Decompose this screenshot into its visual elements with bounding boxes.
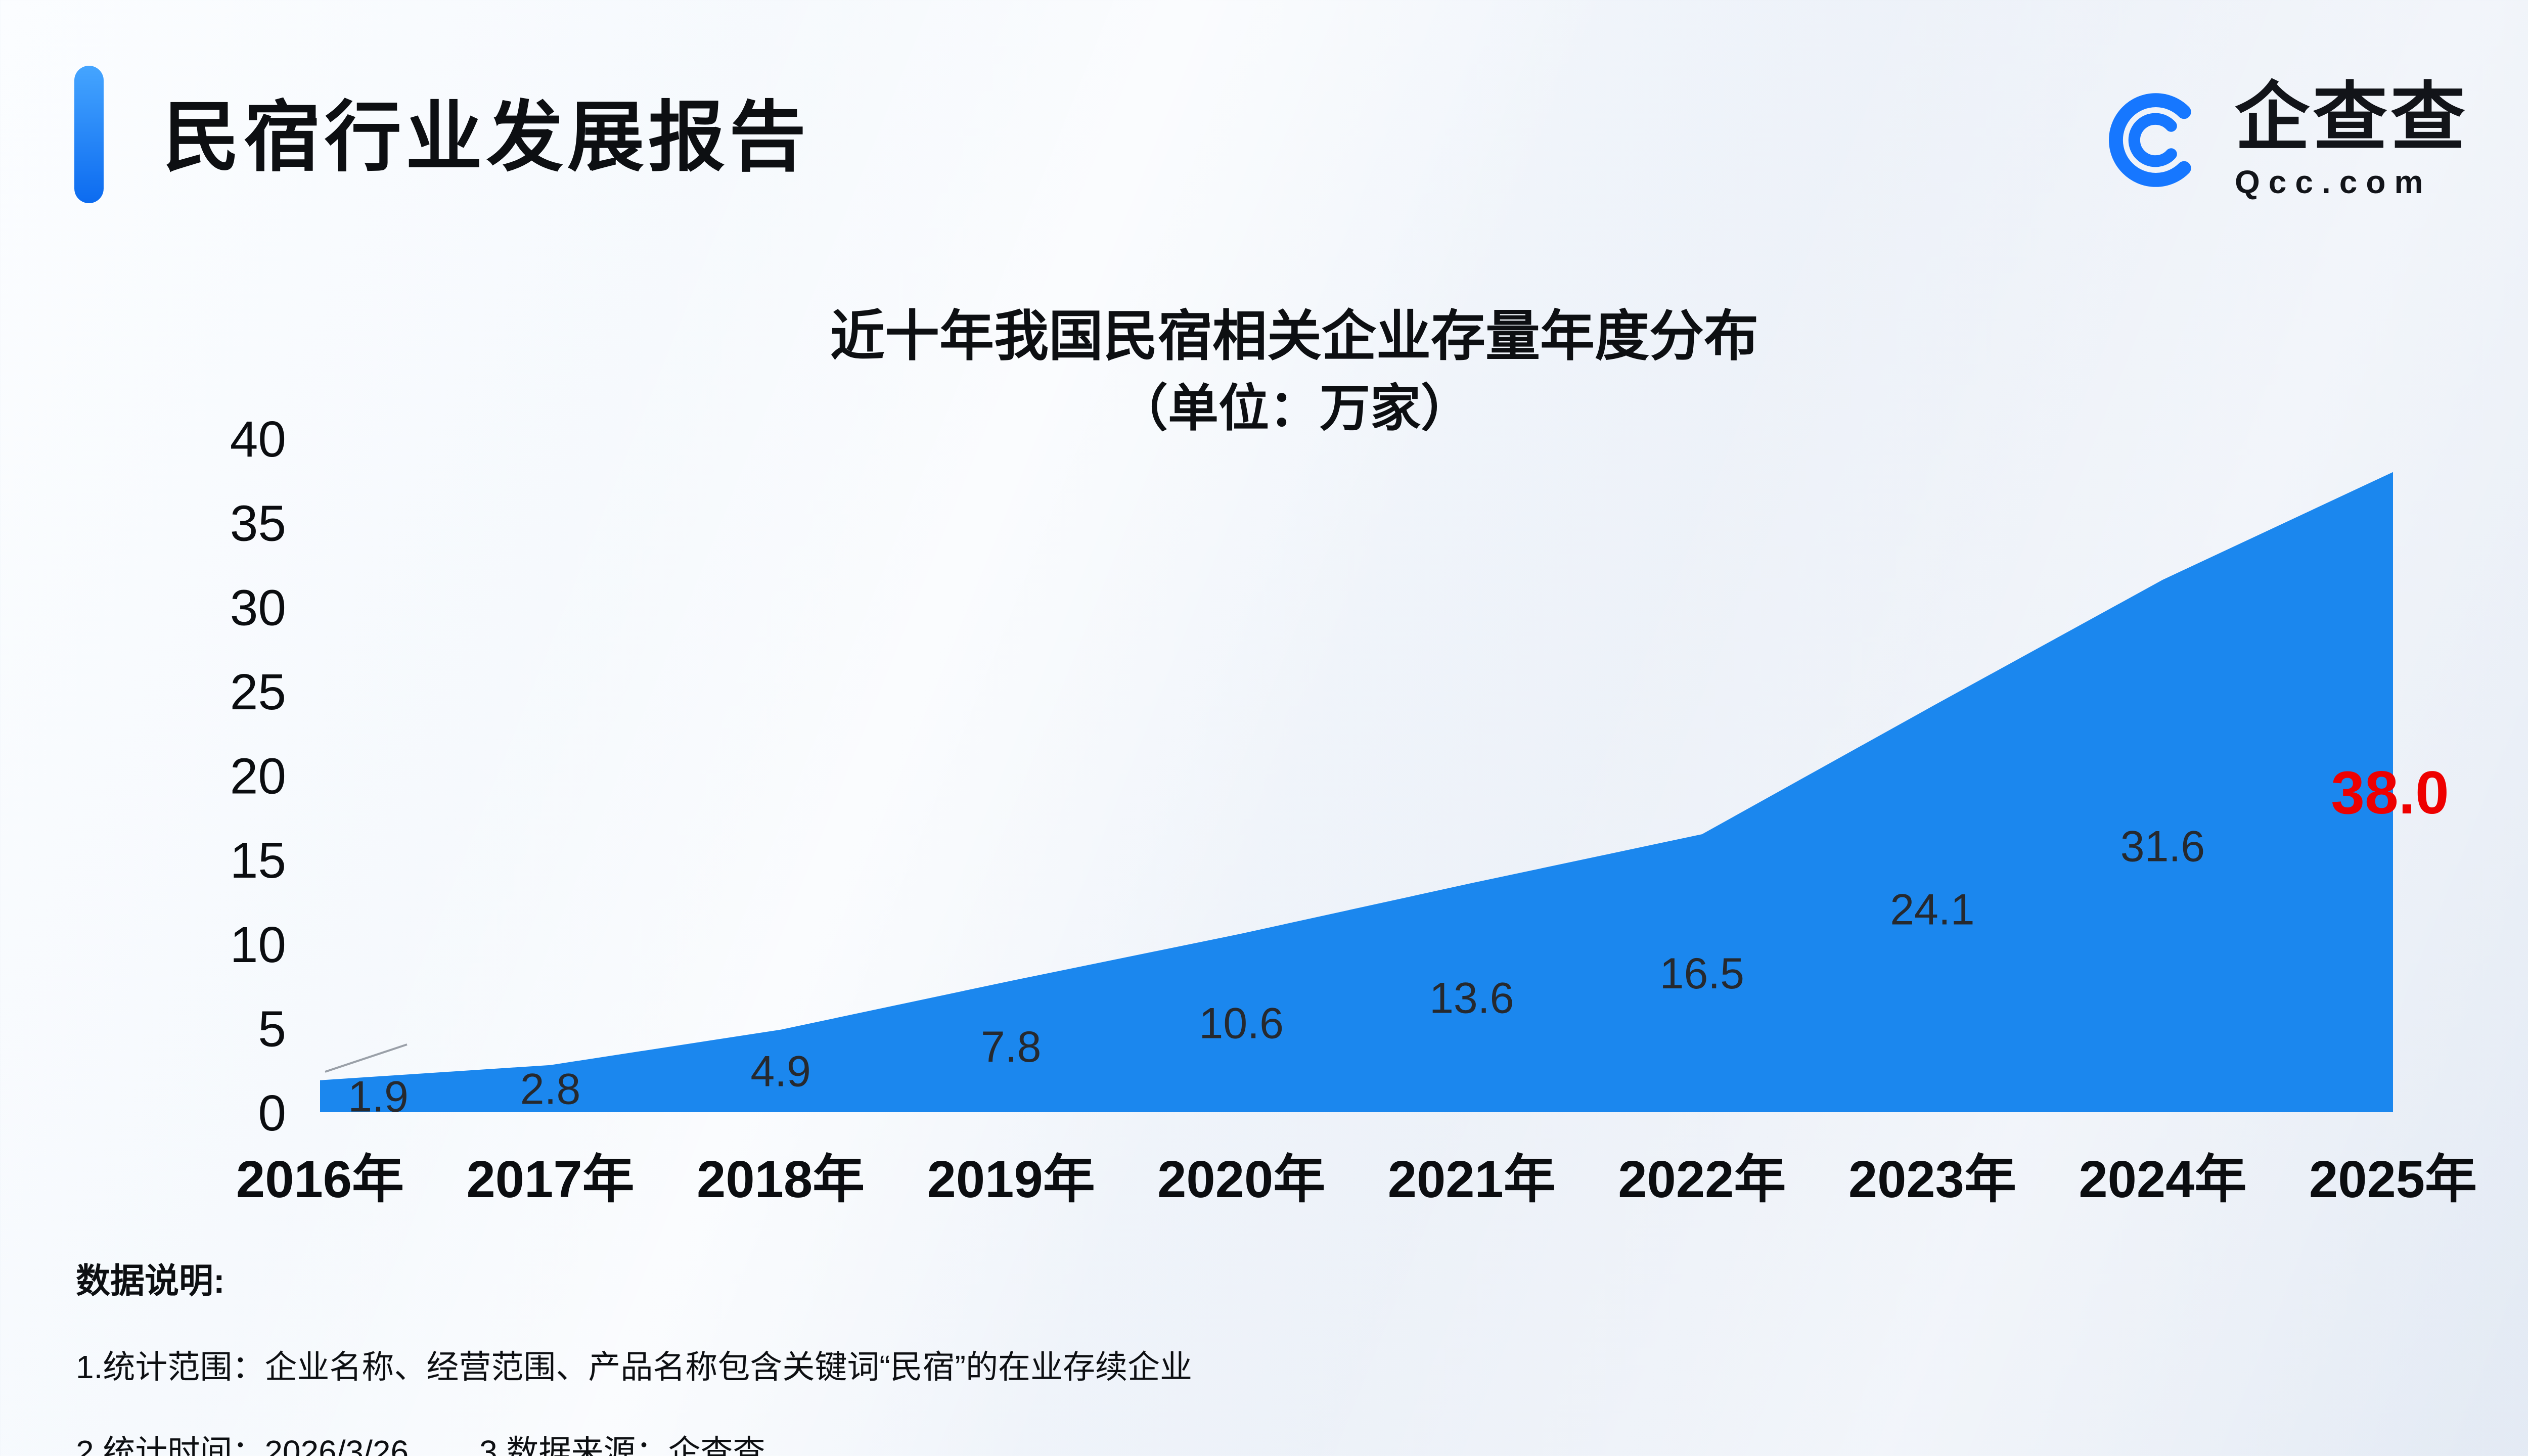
title-accent-bar — [74, 66, 104, 203]
leader-line — [325, 1043, 408, 1073]
y-axis-tick-label: 40 — [230, 411, 286, 468]
y-axis-tick-label: 25 — [230, 664, 286, 720]
report-title: 民宿行业发展报告 — [163, 95, 810, 180]
chart-subtitle: （单位：万家） — [1117, 380, 1471, 437]
x-axis-tick-label: 2020年 — [1157, 1150, 1325, 1208]
notes-line-1: 1.统计范围：企业名称、经营范围、产品名称包含关键词“民宿”的在业存续企业 — [76, 1349, 1192, 1385]
area-series — [320, 472, 2393, 1113]
y-axis-tick-label: 0 — [258, 1085, 286, 1142]
qcc-logo-domain: Qcc.com — [2235, 163, 2432, 200]
x-axis-tick-label: 2025年 — [2309, 1150, 2477, 1208]
data-label: 24.1 — [1890, 885, 1974, 934]
data-label: 1.9 — [348, 1072, 409, 1121]
qcc-logo-text: 企查查 — [2235, 76, 2468, 159]
data-label: 16.5 — [1660, 949, 1744, 998]
x-axis-tick-label: 2022年 — [1618, 1150, 1786, 1208]
data-label: 7.8 — [981, 1023, 1042, 1071]
x-axis-tick-label: 2016年 — [236, 1150, 404, 1208]
chart-title: 近十年我国民宿相关企业存量年度分布 — [830, 305, 1758, 367]
data-label: 2.8 — [520, 1065, 581, 1113]
data-label: 31.6 — [2120, 822, 2205, 871]
y-axis-tick-label: 5 — [258, 1000, 286, 1057]
qcc-logo-icon — [2109, 93, 2191, 188]
y-axis-tick-label: 35 — [230, 495, 286, 552]
qcc-logo: 企查查 Qcc.com — [2097, 76, 2468, 201]
x-axis-tick-label: 2023年 — [1848, 1150, 2016, 1208]
y-axis-tick-label: 30 — [230, 579, 286, 636]
qcc-logo-text-block: 企查查 Qcc.com — [2235, 76, 2468, 201]
x-axis-tick-label: 2017年 — [466, 1150, 634, 1208]
data-label-highlight: 38.0 — [2331, 759, 2449, 827]
x-axis-tick-label: 2018年 — [697, 1150, 865, 1208]
y-axis-tick-label: 15 — [230, 832, 286, 889]
data-label: 13.6 — [1429, 974, 1514, 1022]
x-axis-tick-label: 2019年 — [927, 1150, 1095, 1208]
x-axis-tick-label: 2021年 — [1388, 1150, 1556, 1208]
notes-source: 3.数据来源：企查查 — [479, 1434, 765, 1456]
y-axis-tick-label: 10 — [230, 917, 286, 973]
data-label: 10.6 — [1199, 999, 1284, 1048]
data-label: 4.9 — [750, 1047, 811, 1096]
notes-line-2: 2.统计时间：2026/3/26 3.数据来源：企查查 — [76, 1426, 1192, 1456]
y-axis-tick-label: 20 — [230, 748, 286, 805]
notes-time: 2.统计时间：2026/3/26 — [76, 1434, 409, 1456]
data-notes: 数据说明: 1.统计范围：企业名称、经营范围、产品名称包含关键词“民宿”的在业存… — [76, 1253, 1192, 1456]
x-axis-tick-label: 2024年 — [2079, 1150, 2246, 1208]
notes-heading: 数据说明: — [76, 1262, 225, 1300]
